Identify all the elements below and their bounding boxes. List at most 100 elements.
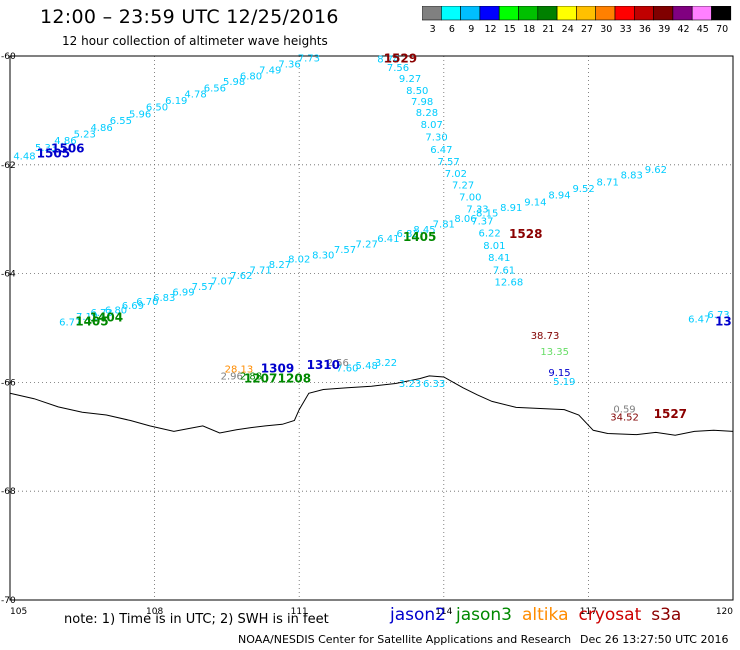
data-point-label: 6.50 (146, 102, 168, 113)
plot-frame (9, 55, 734, 601)
data-point-label: 7.07 (211, 276, 233, 287)
data-point-label: 6.80 (105, 305, 127, 316)
data-point-label: 28.13 (225, 365, 254, 376)
y-tick-label: -62 (1, 161, 16, 171)
data-point-label: 13.35 (540, 347, 569, 358)
colorbar-tick-label: 15 (504, 24, 516, 35)
y-tick-label: -66 (1, 378, 16, 388)
data-point-label: 12.68 (495, 278, 524, 289)
data-point-label: 7.37 (471, 217, 493, 228)
data-point-label: 5.33 (35, 143, 57, 154)
data-point-label: 8.94 (548, 191, 570, 202)
x-tick-label: 120 (716, 607, 733, 617)
data-point-label: 38.73 (531, 331, 560, 342)
data-point-label: 3.23 (399, 379, 421, 390)
data-point-label: 7.71 (250, 266, 272, 277)
pass-time-label: 1405 (403, 230, 436, 244)
x-tick-label: 108 (146, 607, 163, 617)
data-point-label: 3.22 (375, 358, 397, 369)
chart-title: 12:00 – 23:59 UTC 12/25/2016 (40, 6, 339, 28)
data-point-label: 6.33 (423, 379, 445, 390)
data-point-label: 6.70 (136, 297, 158, 308)
x-tick-label: 111 (291, 607, 308, 617)
data-point-label: 6.73 (707, 310, 729, 321)
pass-time-label: 1505 (37, 147, 70, 161)
data-point-label: 7.36 (278, 59, 300, 70)
data-point-label: 7.81 (433, 219, 455, 230)
data-point-label: 7.57 (437, 157, 459, 168)
data-point-label: 9.52 (572, 184, 594, 195)
data-point-label: 7.98 (411, 97, 433, 108)
colorbar-tick-label: 3 (430, 24, 436, 35)
colorbar-tick-label: 21 (542, 24, 554, 35)
colorbar-tick-label: 27 (581, 24, 593, 35)
data-point-label: 6.83 (397, 229, 419, 240)
data-point-label: 7.12 (76, 312, 98, 323)
data-point-label: 7.27 (452, 181, 474, 192)
colorbar-tick-label: 70 (716, 24, 728, 35)
data-point-label: 7.62 (230, 271, 252, 282)
colorbar-tick-label: 45 (697, 24, 709, 35)
data-point-label: 6.47 (688, 315, 710, 326)
data-point-label: 8.15 (476, 208, 498, 219)
colorbar-tick-label: 30 (600, 24, 612, 35)
colorbar-tick-label: 6 (449, 24, 455, 35)
data-point-label: 7.61 (493, 266, 515, 277)
colorbar-tick-label: 18 (523, 24, 535, 35)
data-point-label: 6.47 (430, 145, 452, 156)
chart-subtitle: 12 hour collection of altimeter wave hei… (62, 34, 328, 48)
data-point-label: 6.22 (478, 229, 500, 240)
data-point-label: 5.98 (223, 77, 245, 88)
data-point-label: 7.60 (336, 364, 358, 375)
data-point-label: 7.57 (192, 282, 214, 293)
data-point-label: 8.45 (413, 225, 435, 236)
legend-item: jason3 (456, 605, 512, 625)
data-point-label: 8.30 (312, 250, 334, 261)
pass-time-label: 1528 (509, 227, 542, 241)
data-point-label: 7.30 (425, 132, 447, 143)
data-point-label: 8.06 (454, 214, 476, 225)
data-point-label: 6.99 (172, 287, 194, 298)
pass-time-label: 1309 (261, 362, 294, 376)
data-point-label: 9.14 (524, 198, 546, 209)
data-point-label: 7.33 (466, 205, 488, 216)
data-point-label: 5.48 (356, 361, 378, 372)
data-point-label: 7.00 (459, 193, 481, 204)
pass-time-label: 1527 (654, 407, 687, 421)
x-tick-label: 114 (435, 607, 452, 617)
data-point-label: 6.80 (240, 71, 262, 82)
data-point-label: 9.15 (548, 368, 570, 379)
data-point-label: 5.23 (74, 130, 96, 141)
data-point-label: 5.96 (129, 109, 151, 120)
data-point-label: 4.86 (90, 123, 112, 134)
x-tick-label: 105 (10, 607, 27, 617)
pass-time-label: 1529 (384, 52, 417, 66)
data-point-label: 0.59 (613, 404, 635, 415)
y-tick-label: -64 (1, 270, 16, 280)
data-point-label: 8.28 (416, 108, 438, 119)
y-tick-label: -70 (1, 596, 16, 606)
colorbar-tick-label: 33 (620, 24, 632, 35)
pass-time-label: 1404 (90, 310, 123, 324)
note-text: note: 1) Time is in UTC; 2) SWH is in fe… (64, 612, 329, 627)
data-point-label: 6.56 (204, 83, 226, 94)
data-point-label: 34.52 (610, 412, 639, 423)
pass-time-label: 13 (715, 314, 732, 328)
data-point-label: 4.86 (54, 136, 76, 147)
data-point-label: 6.41 (377, 234, 399, 245)
pass-time-label: 1310 (307, 358, 340, 372)
timestamp-text: Dec 26 13:27:50 UTC 2016 (580, 633, 729, 646)
data-point-label: 5.19 (553, 377, 575, 388)
data-point-label: 9.62 (645, 165, 667, 176)
data-point-label: 6.19 (165, 96, 187, 107)
y-tick-label: -68 (1, 487, 16, 497)
data-point-label: 8.91 (500, 203, 522, 214)
satellite-legend: jason2 jason3 altika cryosat s3a (390, 605, 691, 625)
pass-time-label: 1207 (244, 371, 277, 385)
data-point-label: 8.50 (406, 86, 428, 97)
colorbar-tick-label: 42 (677, 24, 689, 35)
data-point-label: 8.02 (288, 255, 310, 266)
colorbar-tick-label: 12 (484, 24, 496, 35)
